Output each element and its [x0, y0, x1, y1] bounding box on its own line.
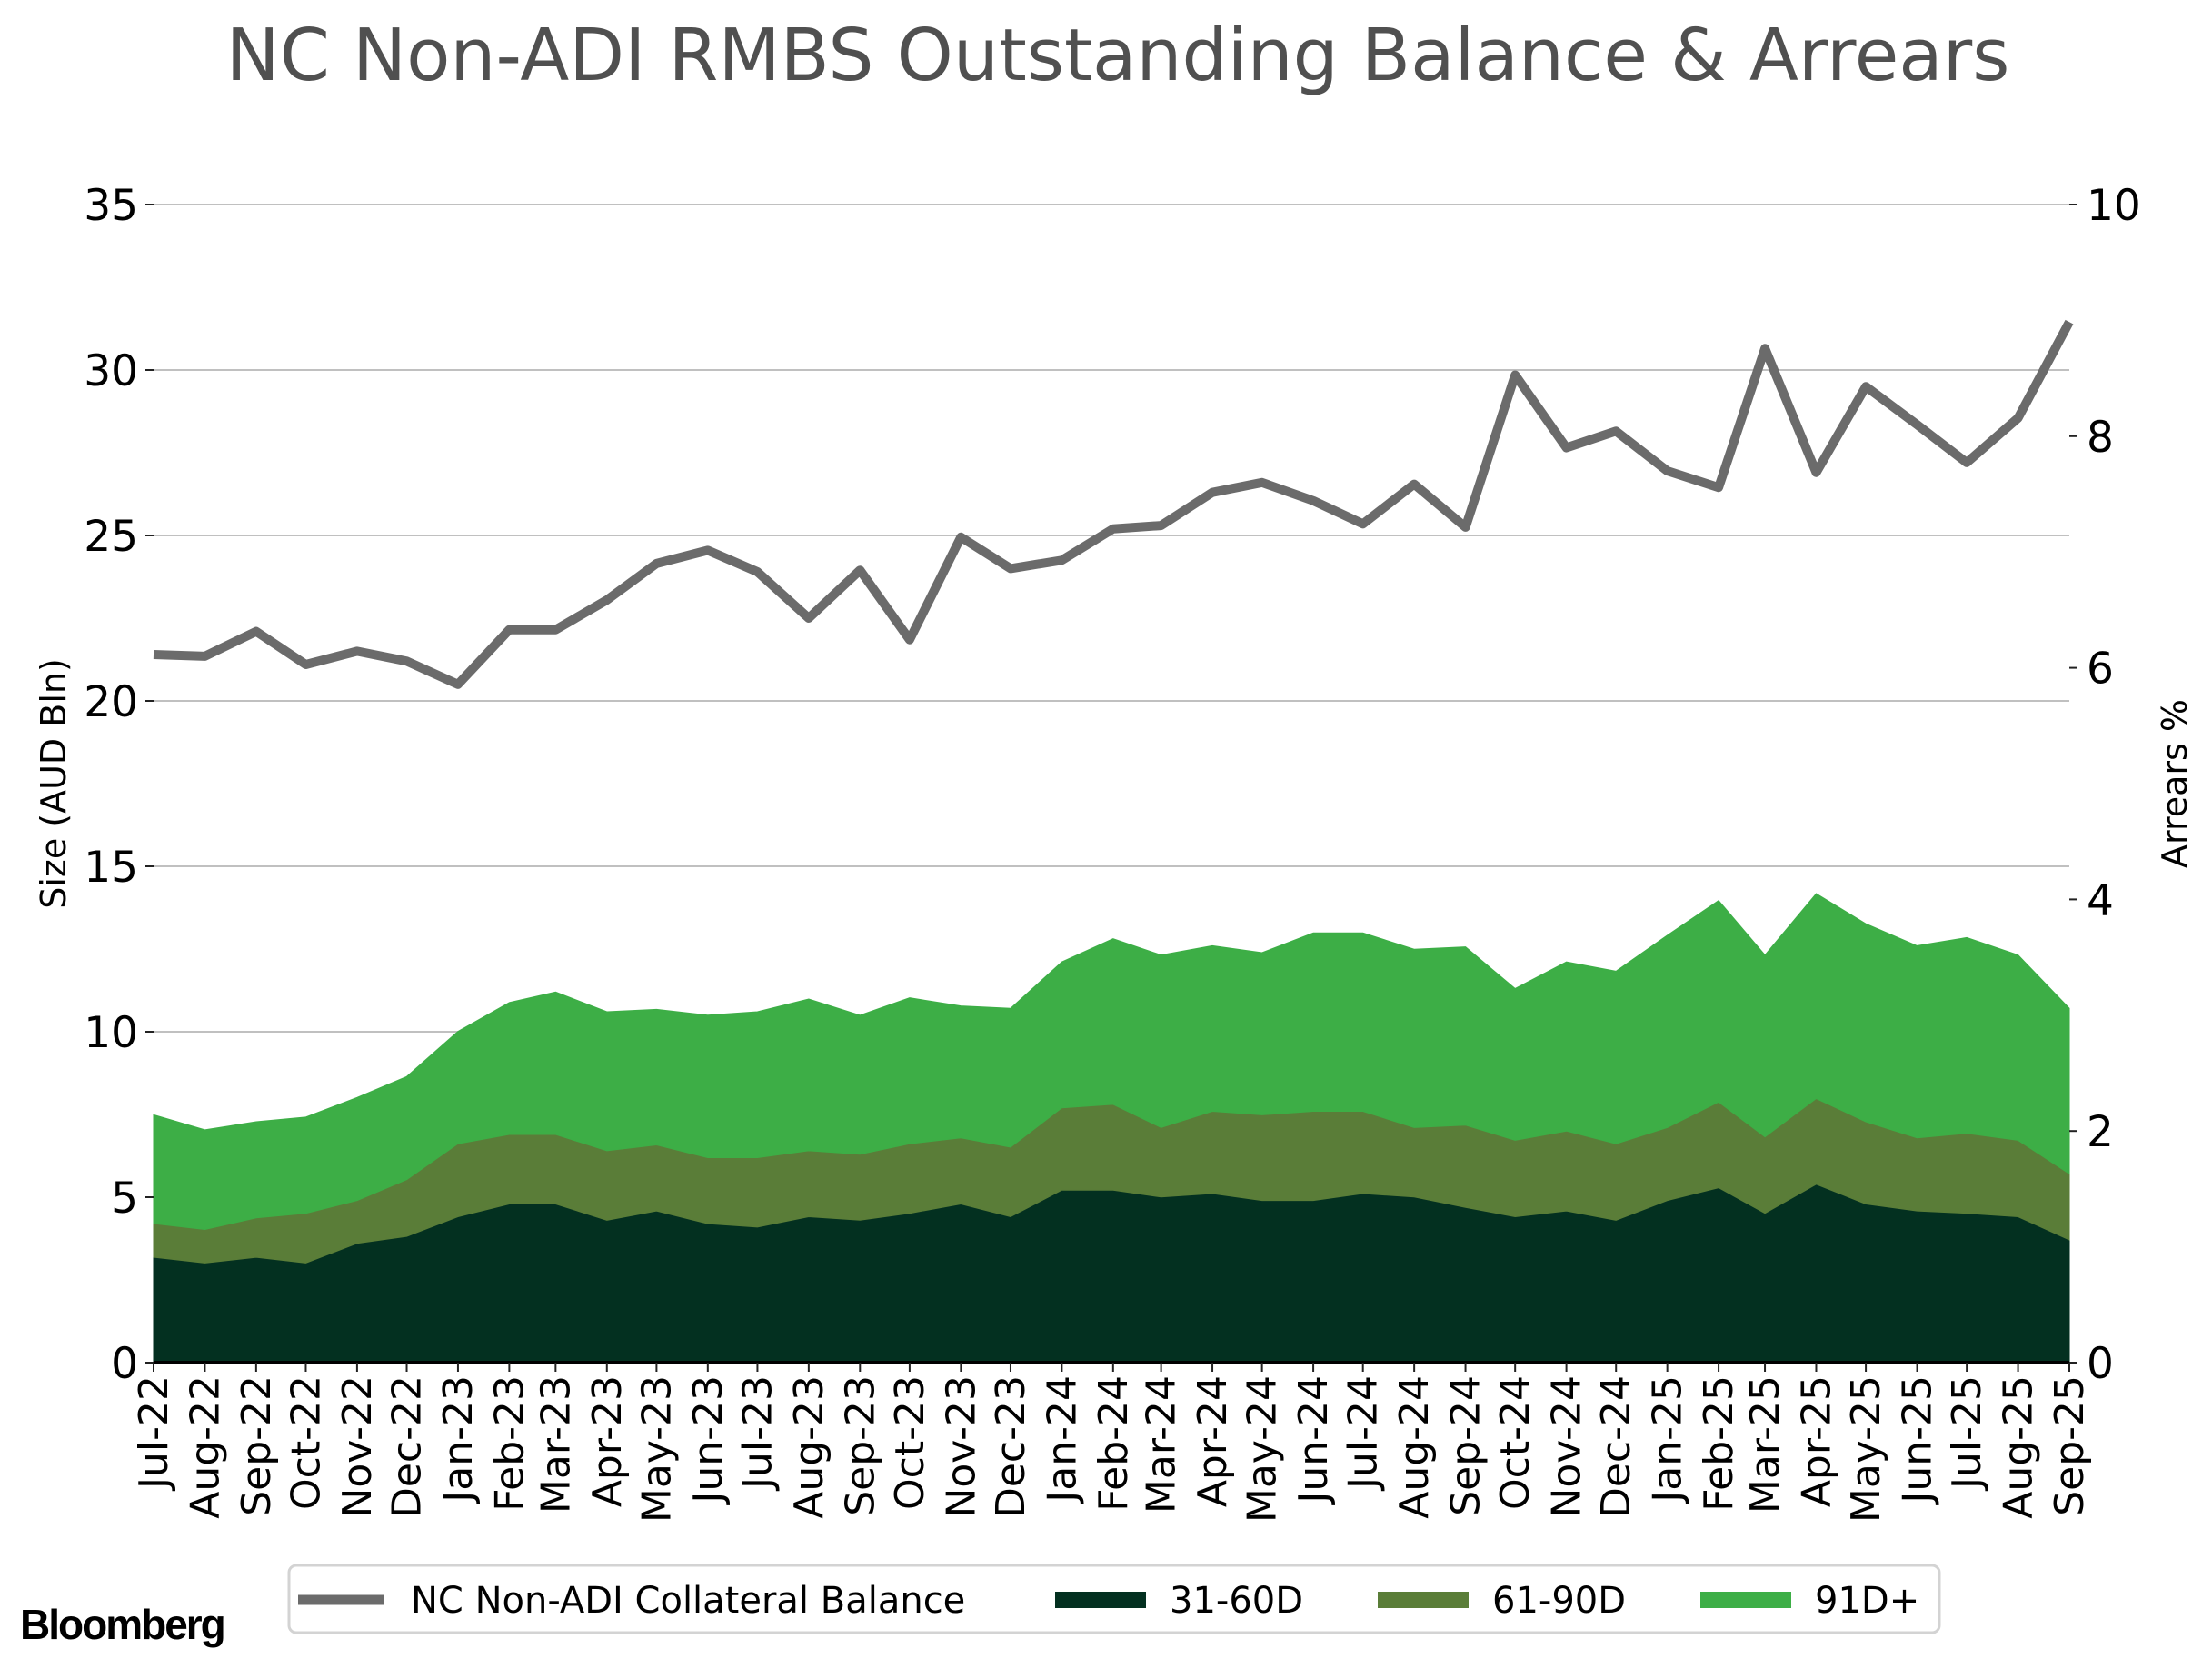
x-tick-label: Oct-23	[887, 1375, 933, 1510]
stacked-areas	[153, 893, 2070, 1364]
x-tick-label: Mar-23	[533, 1375, 579, 1514]
x-tick-label: Aug-23	[786, 1375, 832, 1519]
x-tick-label: Oct-22	[284, 1375, 330, 1510]
left-tick-labels: 0 5 10 15 20 25 30 35	[84, 181, 138, 1389]
x-tick-label: Sep-22	[234, 1375, 280, 1516]
y-tick-label: 35	[84, 181, 138, 231]
y-tick-label: 0	[111, 1339, 138, 1389]
x-tick-label: May-23	[633, 1375, 680, 1523]
x-tick-label: Apr-25	[1794, 1375, 1840, 1507]
x-tick-label: Dec-23	[988, 1375, 1034, 1518]
x-tick-label: Mar-24	[1139, 1375, 1185, 1514]
x-tick-label: Oct-24	[1492, 1375, 1539, 1510]
line-series	[153, 319, 2074, 689]
x-tick-label: Feb-24	[1091, 1375, 1137, 1512]
x-tick-label: Nov-24	[1544, 1375, 1590, 1518]
legend-label-collateral: NC Non-ADI Collateral Balance	[411, 1580, 965, 1622]
x-tick-label: Mar-25	[1742, 1375, 1789, 1514]
y2-axis-label: Arrears %	[2155, 699, 2195, 868]
x-tick-label: Dec-24	[1593, 1375, 1639, 1518]
x-tick-label: Jun-23	[685, 1375, 732, 1506]
x-tick-label: Dec-22	[384, 1375, 431, 1518]
x-tick-label: Sep-23	[837, 1375, 883, 1516]
x-tick-labels: Jul-22 Aug-22 Sep-22 Oct-22 Nov-22 Dec-22 Jan-…	[131, 1375, 2093, 1523]
legend-swatch-61-90d	[1378, 1592, 1469, 1608]
x-tick-label: Jun-24	[1290, 1375, 1337, 1506]
x-tick-label: Jan-24	[1039, 1375, 1085, 1505]
bloomberg-logo: Bloomberg	[20, 1601, 224, 1648]
axes	[145, 204, 2077, 1372]
x-tick-label: May-25	[1843, 1375, 1889, 1523]
y2-tick-label: 0	[2087, 1339, 2114, 1389]
legend-swatch-91d-plus	[1700, 1592, 1791, 1608]
y2-tick-label: 2	[2087, 1107, 2114, 1157]
y-axis-label: Size (AUD Bln)	[34, 658, 74, 909]
legend-swatch-31-60d	[1055, 1592, 1146, 1608]
right-tick-labels: 0 2 4 6 8 10	[2087, 181, 2141, 1389]
x-tick-label: Feb-25	[1696, 1375, 1742, 1512]
x-tick-label: Apr-23	[584, 1375, 631, 1507]
y-tick-label: 25	[84, 512, 138, 562]
chart-title: NC Non-ADI RMBS Outstanding Balance & Ar…	[226, 14, 2010, 97]
x-tick-label: Jul-25	[1944, 1375, 1990, 1492]
x-tick-label: Nov-23	[938, 1375, 984, 1518]
y-tick-label: 10	[84, 1008, 138, 1058]
x-tick-label: Nov-22	[334, 1375, 381, 1518]
x-tick-label: Jul-23	[734, 1375, 781, 1492]
legend-label-31-60d: 31-60D	[1170, 1580, 1303, 1622]
y-tick-label: 20	[84, 677, 138, 727]
x-tick-label: Jun-25	[1895, 1375, 1941, 1506]
x-tick-label: Apr-24	[1190, 1375, 1236, 1507]
x-tick-label: Feb-23	[486, 1375, 533, 1512]
y-tick-label: 15	[84, 843, 138, 893]
x-tick-label: Jan-25	[1645, 1375, 1691, 1505]
x-tick-label: Jul-22	[131, 1375, 177, 1492]
y2-tick-label: 4	[2087, 875, 2114, 925]
x-tick-label: Aug-22	[182, 1375, 228, 1519]
legend-label-91d-plus: 91D+	[1815, 1580, 1919, 1622]
x-tick-label: Sep-24	[1443, 1375, 1490, 1516]
x-tick-label: Jan-23	[435, 1375, 482, 1505]
y-tick-label: 5	[111, 1174, 138, 1224]
x-tick-label: May-24	[1240, 1375, 1286, 1523]
x-tick-label: Aug-25	[1996, 1375, 2042, 1519]
y-tick-label: 30	[84, 346, 138, 396]
x-tick-label: Sep-25	[2047, 1375, 2093, 1516]
y2-tick-label: 8	[2087, 413, 2114, 463]
y2-tick-label: 6	[2087, 645, 2114, 695]
legend-label-61-90d: 61-90D	[1492, 1580, 1626, 1622]
legend: NC Non-ADI Collateral Balance 31-60D 61-…	[287, 1564, 1941, 1634]
area-91d-plus	[153, 893, 2070, 1231]
y2-tick-label: 10	[2087, 181, 2141, 231]
x-tick-label: Jul-24	[1340, 1375, 1387, 1492]
x-tick-label: Aug-24	[1391, 1375, 1438, 1519]
line-collateral-balance	[153, 319, 2074, 689]
